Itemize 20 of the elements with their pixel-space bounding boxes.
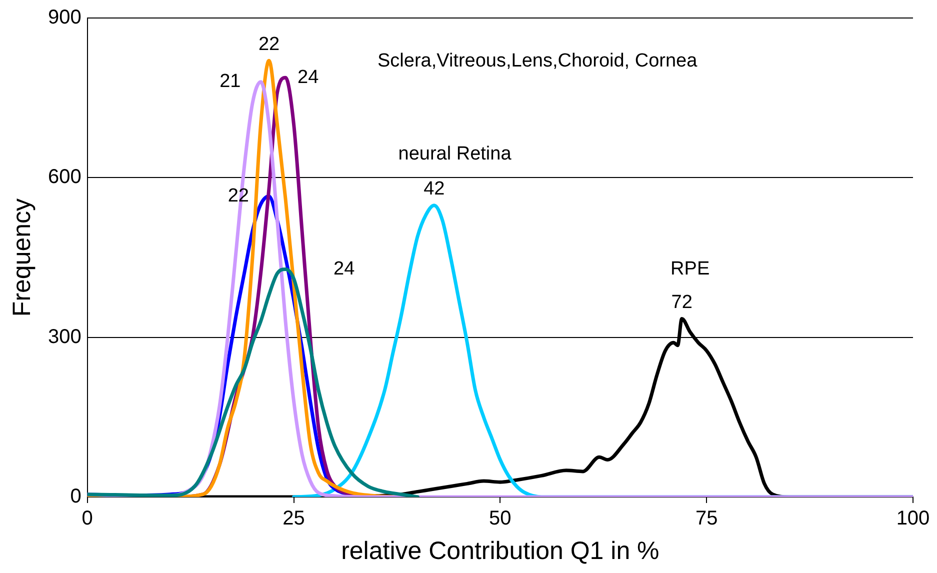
x-axis-title: relative Contribution Q1 in % [341,536,660,565]
annotation: RPE [670,258,710,280]
y-tick-label: 300 [48,326,82,348]
annotation: Sclera,Vitreous,Lens,Choroid, Cornea [378,50,698,72]
annotation: 22 [228,186,250,207]
annotation: neural Retina [398,144,512,165]
x-tick-label: 50 [489,508,512,530]
x-tick-label: 100 [896,508,930,530]
annotation: 24 [334,258,356,280]
y-axis-title: Frequency [8,198,36,317]
annotation: 22 [258,34,280,55]
x-tick-label: 25 [282,508,305,530]
x-tick-label: 75 [695,508,718,530]
annotation: 72 [671,292,692,313]
annotation: 21 [220,71,241,92]
y-tick-label: 600 [48,166,82,188]
annotation: 24 [298,66,320,88]
y-tick-label: 0 [70,486,82,508]
y-tick-label: 900 [48,6,82,29]
annotation: 42 [424,178,445,200]
